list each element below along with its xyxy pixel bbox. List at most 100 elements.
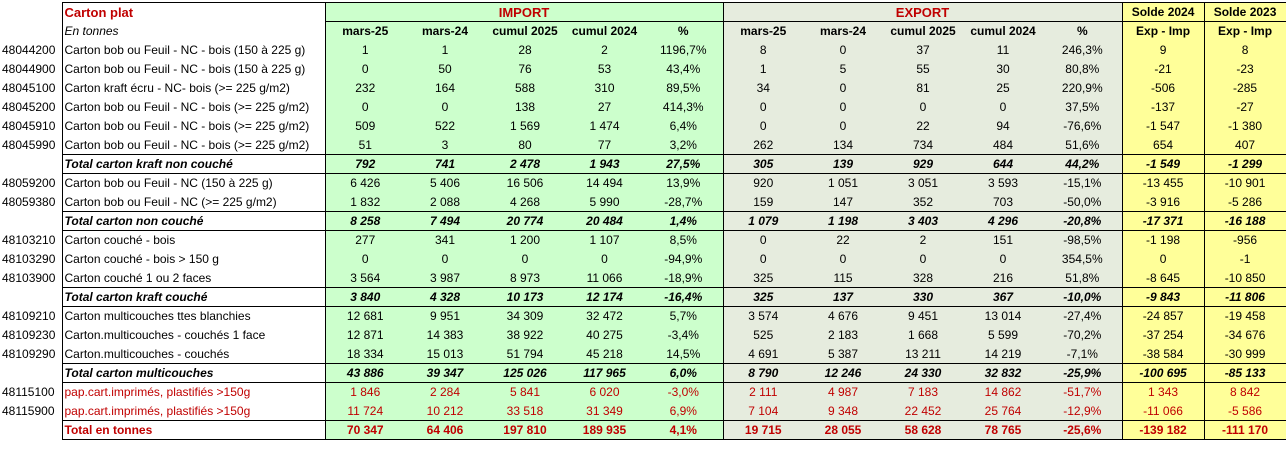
value-cell: 0 (883, 249, 964, 269)
row-label: Carton.multicouches - couchés 1 face (61, 325, 326, 345)
value-cell: 1 474 (565, 116, 644, 136)
value-cell: 8 973 (485, 268, 565, 288)
row-label: Carton couché 1 ou 2 faces (61, 268, 326, 288)
row-label: Carton bob ou Feuil - NC - bois (>= 225 … (61, 135, 326, 155)
value-cell: 1 198 (803, 211, 884, 231)
value-cell: -1 (1203, 249, 1286, 269)
value-cell: 792 (325, 154, 405, 174)
row-label: Carton kraft écru - NC- bois (>= 225 g/m… (61, 78, 326, 98)
product-code: 48115100 (2, 385, 55, 399)
value-cell: 8 (1203, 40, 1286, 60)
value-cell: 644 (963, 154, 1044, 174)
value-cell: 0 (883, 97, 964, 117)
value-cell: 0 (325, 249, 405, 269)
value-cell: -27,4% (1043, 306, 1123, 326)
row-label: Carton bob ou Feuil - NC (150 à 225 g) (61, 173, 326, 193)
value-cell: 14 862 (963, 382, 1044, 402)
value-cell: 6 020 (565, 382, 644, 402)
total-row: Total carton multicouches 43 886 39 347 125… (0, 363, 1286, 383)
value-cell: 13,9% (644, 173, 724, 193)
row-label: Total carton kraft couché (61, 287, 326, 307)
product-code: 48044200 (2, 43, 56, 57)
value-cell: -34 676 (1203, 325, 1286, 345)
value-cell: 734 (883, 135, 964, 155)
value-cell: 13 211 (883, 344, 964, 364)
value-cell: 220,9% (1043, 78, 1123, 98)
value-cell: 159 (723, 192, 804, 212)
table-row: 48109210 Carton multicouches ttes blanchi… (0, 306, 1286, 326)
value-cell: 1 832 (325, 192, 405, 212)
value-cell: 929 (883, 154, 964, 174)
table-row: 48044900 Carton bob ou Feuil - NC - bois … (0, 59, 1286, 79)
value-cell: 1 (325, 40, 405, 60)
table-row: 48115100 pap.cart.imprimés, plastifiés >1… (0, 382, 1286, 402)
value-cell: 137 (803, 287, 884, 307)
column-header: Exp - Imp (1203, 21, 1286, 41)
column-header: cumul 2024 (565, 21, 644, 41)
product-code: 48115900 (2, 404, 55, 418)
value-cell: 27,5% (644, 154, 724, 174)
value-cell: 0 (485, 249, 565, 269)
value-cell: 33 518 (485, 401, 565, 421)
value-cell: 4 328 (405, 287, 485, 307)
value-cell: 45 218 (565, 344, 644, 364)
value-cell: 139 (803, 154, 884, 174)
table-row: 48044200 Carton bob ou Feuil - NC - bois … (0, 40, 1286, 60)
row-label: Carton couché - bois (61, 230, 326, 250)
value-cell: 16 506 (485, 173, 565, 193)
value-cell: 11 724 (325, 401, 405, 421)
value-cell: 522 (405, 116, 485, 136)
value-cell: 0 (803, 97, 884, 117)
row-label: Carton bob ou Feuil - NC (>= 225 g/m2) (61, 192, 326, 212)
value-cell: 7 183 (883, 382, 964, 402)
value-cell: 352 (883, 192, 964, 212)
value-cell: -13 455 (1121, 173, 1205, 193)
column-header: mars-24 (803, 21, 884, 41)
value-cell: 277 (325, 230, 405, 250)
column-header-row: En tonnes mars-25 mars-24 cumul 2025 cumul … (0, 21, 1286, 41)
value-cell: -1 547 (1121, 116, 1205, 136)
row-label: Carton bob ou Feuil - NC - bois (>= 225 … (61, 97, 326, 117)
value-cell: 10 173 (485, 287, 565, 307)
value-cell: 55 (883, 59, 964, 79)
value-cell: 0 (803, 116, 884, 136)
value-cell: 53 (565, 59, 644, 79)
value-cell: 2 088 (405, 192, 485, 212)
value-cell: 8 (723, 40, 804, 60)
value-cell: 80,8% (1043, 59, 1123, 79)
value-cell: 24 330 (883, 363, 964, 383)
product-code (0, 212, 62, 231)
table-row: 48103900 Carton couché 1 ou 2 faces 3 564 3… (0, 268, 1286, 288)
value-cell: -94,9% (644, 249, 724, 269)
row-label: pap.cart.imprimés, plastifiés >150g (61, 382, 326, 402)
product-code: 48044900 (2, 62, 56, 76)
value-cell: -21 (1121, 59, 1205, 79)
column-header: cumul 2025 (883, 21, 964, 41)
value-cell: 89,5% (644, 78, 724, 98)
value-cell: 0 (405, 249, 485, 269)
value-cell: -76,6% (1043, 116, 1123, 136)
value-cell: 0 (565, 249, 644, 269)
value-cell: 3 564 (325, 268, 405, 288)
value-cell: -9 843 (1121, 287, 1205, 307)
value-cell: 1196,7% (644, 40, 724, 60)
value-cell: 8,5% (644, 230, 724, 250)
code-header-blank (0, 3, 62, 22)
value-cell: 354,5% (1043, 249, 1123, 269)
value-cell: 1 200 (485, 230, 565, 250)
value-cell: -137 (1121, 97, 1205, 117)
value-cell: 80 (485, 135, 565, 155)
value-cell: 12 174 (565, 287, 644, 307)
value-cell: 9 951 (405, 306, 485, 326)
value-cell: 525 (723, 325, 804, 345)
value-cell: -3,4% (644, 325, 724, 345)
value-cell: 509 (325, 116, 405, 136)
value-cell: 43,4% (644, 59, 724, 79)
value-cell: 189 935 (565, 420, 644, 440)
value-cell: 9 348 (803, 401, 884, 421)
value-cell: -20,8% (1043, 211, 1123, 231)
value-cell: 78 765 (963, 420, 1044, 440)
value-cell: 20 774 (485, 211, 565, 231)
value-cell: 51,6% (1043, 135, 1123, 155)
